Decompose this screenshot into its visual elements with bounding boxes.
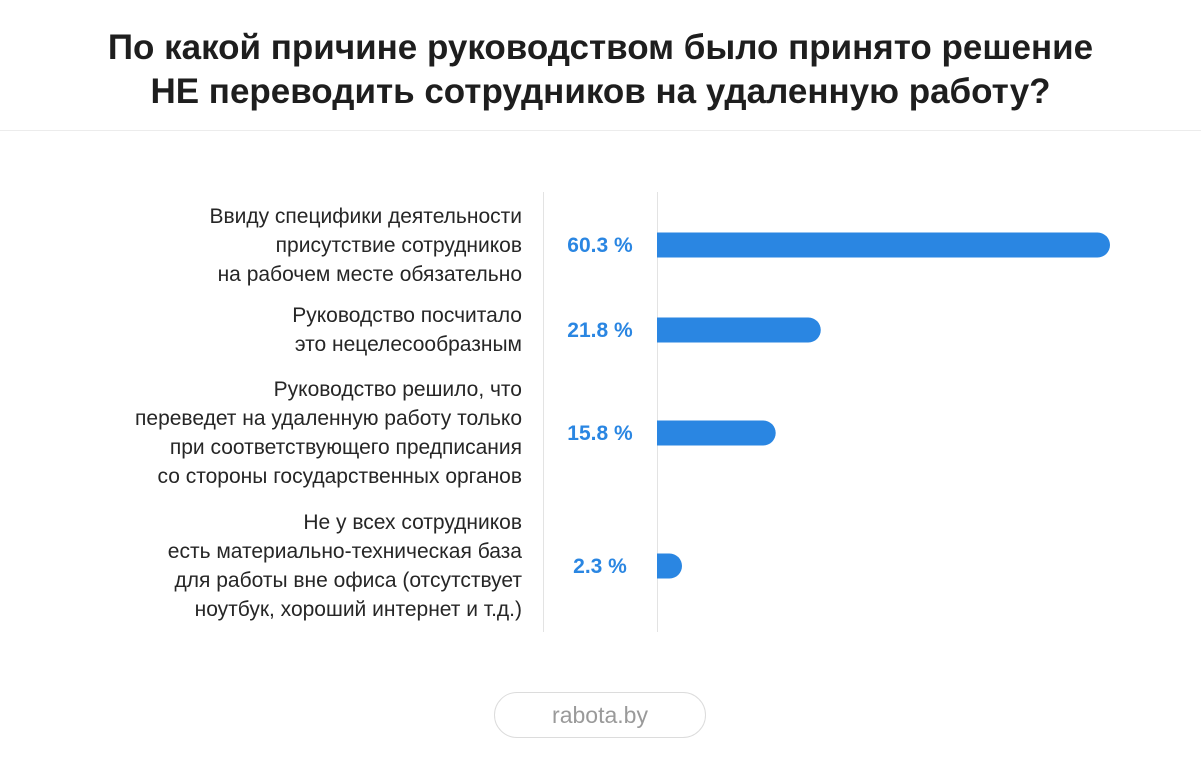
bar: [657, 553, 682, 579]
category-label-line: со стороны государственных органов: [157, 465, 523, 488]
bar: [657, 420, 776, 446]
category-label-line: Не у всех сотрудников: [303, 511, 522, 534]
category-label: Не у всех сотрудников есть материально-те…: [52, 508, 522, 624]
category-label-line: есть материально-техническая база: [167, 540, 522, 563]
chart-title: По какой причине руководством было приня…: [0, 26, 1201, 114]
chart-title-line-2: НЕ переводить сотрудников на удаленную р…: [150, 72, 1051, 111]
category-label-line: присутствие сотрудников: [275, 233, 522, 257]
value-label: 21.8 %: [567, 319, 633, 342]
source-badge: rabota.by: [494, 692, 706, 738]
category-label-line: это нецелесообразным: [294, 333, 522, 356]
category-label-line: Руководство посчитало: [292, 304, 522, 327]
value-label: 2.3 %: [573, 555, 627, 578]
category-label-line: переведет на удаленную работу только: [135, 407, 522, 430]
category-label-line: при соответствующего предписания: [169, 436, 522, 459]
chart-title-line-1: По какой причине руководством было приня…: [107, 28, 1094, 67]
category-label-line: Ввиду специфики деятельности: [209, 204, 522, 228]
category-label: Ввиду специфики деятельности присутствие …: [52, 202, 522, 289]
category-label-line: для работы вне офиса (отсутствует: [174, 569, 522, 592]
category-label: Руководство посчитало это нецелесообразны…: [52, 301, 522, 359]
value-label: 60.3 %: [567, 234, 633, 257]
category-label: Руководство решило, что переведет на удал…: [52, 375, 522, 491]
bar: [657, 232, 1110, 258]
category-label-line: Руководство решило, что: [273, 378, 522, 401]
header-divider: [0, 130, 1201, 131]
value-label: 15.8 %: [567, 422, 633, 445]
bar: [657, 317, 821, 343]
category-label-line: ноутбук, хороший интернет и т.д.): [194, 598, 522, 621]
category-label-line: на рабочем месте обязательно: [217, 262, 522, 286]
